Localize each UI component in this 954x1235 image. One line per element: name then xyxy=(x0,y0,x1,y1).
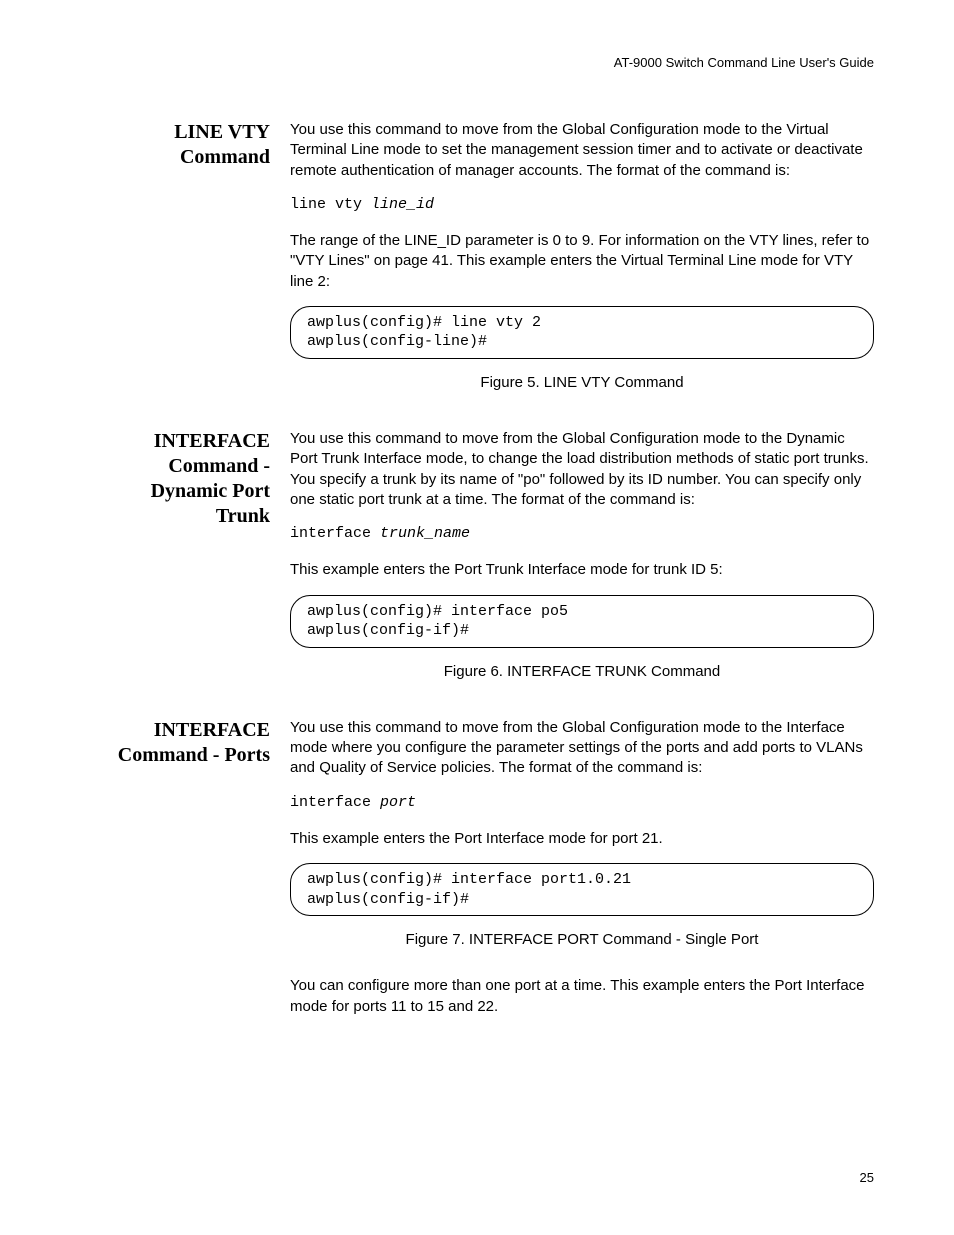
heading-ports-l2: Command - Ports xyxy=(90,743,270,768)
para-ports-2: This example enters the Port Interface m… xyxy=(290,829,874,849)
content-interface-ports: You use this command to move from the Gl… xyxy=(290,718,874,1031)
syntax-arg: trunk_name xyxy=(380,525,470,542)
heading-trunk-l4: Trunk xyxy=(90,504,270,529)
caption-fig5: Figure 5. LINE VTY Command xyxy=(290,373,874,393)
heading-ports-l1: INTERFACE xyxy=(90,718,270,743)
para-trunk-2: This example enters the Port Trunk Inter… xyxy=(290,560,874,580)
syntax-cmd: interface xyxy=(290,794,380,811)
heading-trunk-l1: INTERFACE xyxy=(90,429,270,454)
caption-fig7: Figure 7. INTERFACE PORT Command - Singl… xyxy=(290,930,874,950)
side-heading-interface-trunk: INTERFACE Command - Dynamic Port Trunk xyxy=(90,429,290,708)
para-ports-1: You use this command to move from the Gl… xyxy=(290,718,874,779)
content-interface-trunk: You use this command to move from the Gl… xyxy=(290,429,874,708)
heading-trunk-l3: Dynamic Port xyxy=(90,479,270,504)
heading-line-vty-l1: LINE VTY xyxy=(90,120,270,145)
syntax-cmd: interface xyxy=(290,525,380,542)
syntax-ports: interface port xyxy=(290,793,874,813)
section-interface-trunk: INTERFACE Command - Dynamic Port Trunk Y… xyxy=(90,429,874,708)
side-heading-line-vty: LINE VTY Command xyxy=(90,120,290,419)
side-heading-interface-ports: INTERFACE Command - Ports xyxy=(90,718,290,1031)
para-line-vty-1: You use this command to move from the Gl… xyxy=(290,120,874,181)
heading-trunk-l2: Command - xyxy=(90,454,270,479)
para-trunk-1: You use this command to move from the Gl… xyxy=(290,429,874,510)
syntax-arg: line_id xyxy=(371,196,434,213)
content-line-vty: You use this command to move from the Gl… xyxy=(290,120,874,419)
page: AT-9000 Switch Command Line User's Guide… xyxy=(0,0,954,1235)
para-line-vty-2: The range of the LINE_ID parameter is 0 … xyxy=(290,231,874,292)
syntax-trunk: interface trunk_name xyxy=(290,524,874,544)
page-number: 25 xyxy=(860,1170,874,1185)
para-ports-3: You can configure more than one port at … xyxy=(290,976,874,1017)
heading-line-vty-l2: Command xyxy=(90,145,270,170)
running-header: AT-9000 Switch Command Line User's Guide xyxy=(90,55,874,70)
caption-fig6: Figure 6. INTERFACE TRUNK Command xyxy=(290,662,874,682)
cmd-box-line-vty: awplus(config)# line vty 2 awplus(config… xyxy=(290,306,874,359)
syntax-cmd: line vty xyxy=(290,196,371,213)
section-line-vty: LINE VTY Command You use this command to… xyxy=(90,120,874,419)
syntax-line-vty: line vty line_id xyxy=(290,195,874,215)
syntax-arg: port xyxy=(380,794,416,811)
section-interface-ports: INTERFACE Command - Ports You use this c… xyxy=(90,718,874,1031)
cmd-box-ports: awplus(config)# interface port1.0.21 awp… xyxy=(290,863,874,916)
cmd-box-trunk: awplus(config)# interface po5 awplus(con… xyxy=(290,595,874,648)
